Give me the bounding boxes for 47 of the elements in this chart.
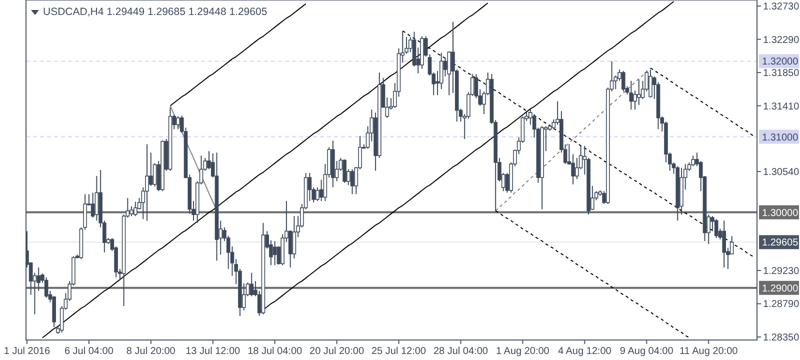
candlestick xyxy=(636,78,641,106)
line-series xyxy=(495,210,690,338)
y-tick-label: 1.32730 xyxy=(763,2,800,13)
y-tick-label: 1.31410 xyxy=(763,101,800,112)
y-tick-label: 1.32290 xyxy=(763,34,800,46)
candlestick xyxy=(621,70,626,92)
y-tick-label: 1.31850 xyxy=(763,68,800,80)
x-tick-label: 6 Jul 04:00 xyxy=(64,346,114,357)
x-tick-label: 20 Jul 20:00 xyxy=(310,346,364,357)
y-tick-label: 1.30540 xyxy=(763,167,800,178)
text: USDCAD,H4 1.29449 1.29685 1.29448 1.29605 xyxy=(43,6,268,18)
candlestick xyxy=(342,158,346,184)
candlestick xyxy=(272,240,277,266)
line-series xyxy=(650,68,756,138)
candlestick xyxy=(648,69,652,98)
x-tick-label: 18 Jul 04:00 xyxy=(248,346,303,357)
x-tick-label: 1 Jul 2016 xyxy=(4,346,50,357)
candlestick xyxy=(145,144,149,222)
candlestick xyxy=(350,168,354,195)
candlestick xyxy=(94,176,99,222)
x-tick-label: 25 Jul 12:00 xyxy=(372,346,426,357)
candlestick xyxy=(176,116,180,130)
candlestick xyxy=(134,201,138,217)
x-tick-label: 8 Jul 20:00 xyxy=(126,346,176,357)
x-tick-label: 28 Jul 04:00 xyxy=(433,346,488,357)
ref-line-label: 1.32000 xyxy=(762,56,799,68)
ref-line-label: 1.30000 xyxy=(762,208,799,219)
candlestick xyxy=(571,154,575,185)
ref-line-label: 1.29605 xyxy=(762,238,799,249)
candlestick xyxy=(691,155,695,167)
x-tick-label: 13 Jul 12:00 xyxy=(186,346,241,357)
x-tick-label: 4 Aug 12:00 xyxy=(558,346,612,357)
x-tick-label: 9 Aug 04:00 xyxy=(620,346,674,357)
x-tick-label: 11 Aug 20:00 xyxy=(679,346,738,357)
ref-line-label: 1.29000 xyxy=(762,283,799,294)
y-tick-label: 1.28350 xyxy=(763,332,800,344)
x-tick-label: 1 Aug 20:00 xyxy=(496,346,550,357)
candlestick xyxy=(714,218,718,238)
candlestick xyxy=(722,220,726,268)
candlestick xyxy=(292,216,296,259)
y-tick-label: 1.28790 xyxy=(763,299,800,310)
line-series xyxy=(495,68,651,212)
candlestick xyxy=(629,80,634,110)
ref-line-label: 1.31000 xyxy=(762,132,799,144)
candlestick xyxy=(44,276,48,298)
candlestick xyxy=(250,272,254,297)
y-tick-label: 1.29230 xyxy=(763,266,800,277)
